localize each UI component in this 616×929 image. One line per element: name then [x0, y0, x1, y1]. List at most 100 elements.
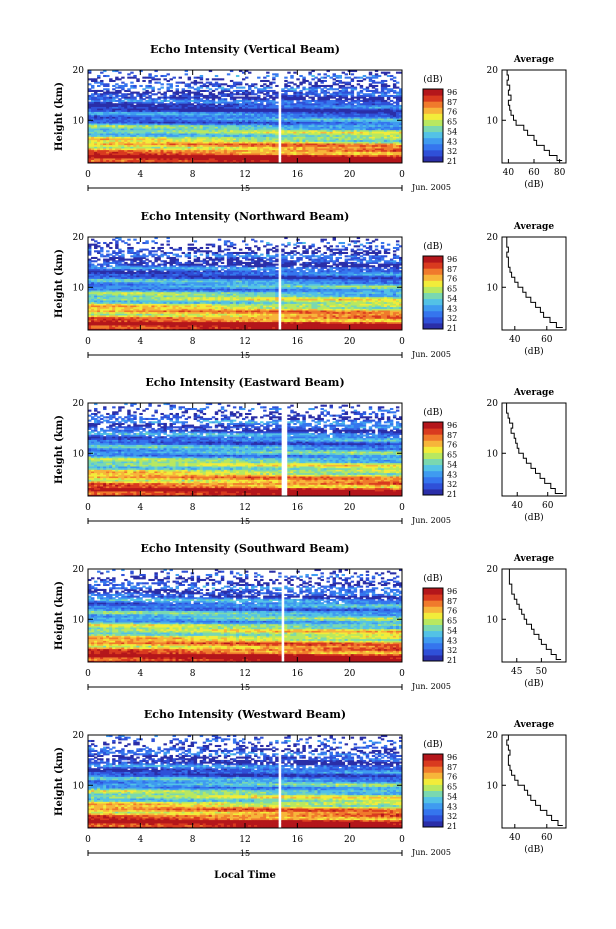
heatmap-cell	[178, 151, 182, 154]
heatmap-cell	[139, 106, 143, 109]
heatmap-cell	[257, 154, 261, 157]
heatmap-cell	[353, 76, 358, 79]
heatmap-cell	[371, 106, 376, 109]
heatmap-cell	[124, 118, 128, 121]
heatmap-cell	[266, 74, 270, 78]
heatmap-cell	[148, 94, 152, 97]
heatmap-cell	[112, 134, 116, 137]
heatmap-cell	[229, 159, 234, 162]
heatmap-cell	[178, 133, 182, 136]
heatmap-cell	[178, 91, 182, 94]
heatmap-cell	[223, 93, 228, 96]
heatmap-cell	[214, 146, 219, 149]
heatmap-cell	[217, 78, 222, 81]
heatmap-cell	[323, 73, 327, 76]
heatmap-cell	[398, 109, 403, 112]
heatmap-cell	[269, 128, 273, 131]
heatmap-cell	[344, 144, 349, 147]
heatmap-cell	[130, 141, 134, 144]
heatmap-cell	[302, 158, 306, 161]
heatmap-cell	[148, 91, 152, 94]
heatmap-cell	[196, 141, 201, 144]
heatmap-cell	[296, 121, 300, 124]
heatmap-cell	[374, 154, 379, 157]
heatmap-cell	[395, 114, 400, 117]
heatmap-cell	[196, 119, 201, 122]
heatmap-cell	[193, 143, 198, 146]
heatmap-cell	[178, 139, 182, 142]
heatmap-cell	[374, 116, 379, 119]
heatmap-cell	[217, 156, 222, 159]
heatmap-cell	[100, 149, 104, 152]
heatmap-cell	[257, 129, 261, 132]
heatmap-cell	[148, 121, 152, 124]
heatmap-cell	[241, 108, 246, 111]
heatmap-cell	[124, 136, 128, 139]
heatmap-cell	[329, 114, 333, 117]
heatmap-cell	[163, 113, 167, 116]
heatmap-cell	[329, 93, 333, 96]
heatmap-cell	[124, 119, 128, 122]
heatmap-cell	[154, 114, 158, 117]
heatmap-cell	[232, 121, 237, 124]
heatmap-cell	[248, 123, 252, 126]
heatmap-cell	[109, 121, 113, 124]
heatmap-cell	[317, 139, 321, 142]
heatmap-cell	[211, 146, 216, 149]
heatmap-cell	[398, 138, 403, 141]
heatmap-cell	[160, 99, 164, 102]
heatmap-cell	[299, 109, 303, 112]
heatmap-cell	[266, 138, 270, 141]
heatmap-cell	[254, 86, 258, 89]
heatmap-cell	[145, 148, 149, 151]
heatmap-cell	[344, 76, 349, 79]
heatmap-cell	[166, 159, 170, 162]
heatmap-cell	[88, 158, 92, 161]
heatmap-cell	[202, 159, 207, 162]
heatmap-cell	[94, 156, 98, 159]
heatmap-cell	[344, 159, 349, 162]
average-y-tick-label: 10	[487, 116, 499, 126]
heatmap-cell	[392, 111, 397, 114]
heatmap-cell	[365, 98, 370, 101]
heatmap-cell	[395, 129, 400, 132]
heatmap-cell	[293, 138, 297, 141]
heatmap-cell	[395, 154, 400, 157]
heatmap-cell	[248, 126, 252, 129]
heatmap-cell	[338, 109, 343, 112]
heatmap-cell	[338, 141, 343, 144]
heatmap-cell	[260, 141, 264, 144]
heatmap-cell	[362, 149, 367, 152]
heatmap-cell	[100, 138, 104, 141]
heatmap-cell	[368, 116, 373, 119]
heatmap-cell	[392, 116, 397, 119]
heatmap-cell	[377, 138, 382, 141]
heatmap-cell	[368, 118, 373, 121]
heatmap-cell	[154, 108, 158, 111]
heatmap-cell	[383, 143, 388, 146]
heatmap-cell	[368, 138, 373, 141]
heatmap-cell	[284, 141, 288, 144]
heatmap-cell	[245, 144, 249, 147]
heatmap-cell	[103, 74, 107, 78]
heatmap-cell	[154, 154, 158, 157]
heatmap-cell	[100, 109, 104, 112]
heatmap-cell	[377, 123, 382, 126]
heatmap-cell	[290, 129, 294, 132]
heatmap-cell	[178, 134, 182, 137]
heatmap-cell	[214, 121, 219, 124]
heatmap-cell	[317, 124, 321, 127]
heatmap-cell	[160, 144, 164, 147]
heatmap-cell	[305, 119, 309, 122]
heatmap-cell	[302, 131, 306, 134]
heatmap-cell	[329, 129, 333, 132]
heatmap-cell	[269, 81, 273, 84]
heatmap-cell	[205, 84, 210, 88]
heatmap-cell	[202, 109, 207, 112]
heatmap-cell	[226, 146, 231, 149]
heatmap-cell	[335, 161, 339, 164]
heatmap-cell	[284, 158, 288, 161]
heatmap-cell	[365, 108, 370, 111]
heatmap-cell	[91, 149, 95, 152]
heatmap-cell	[305, 113, 309, 116]
